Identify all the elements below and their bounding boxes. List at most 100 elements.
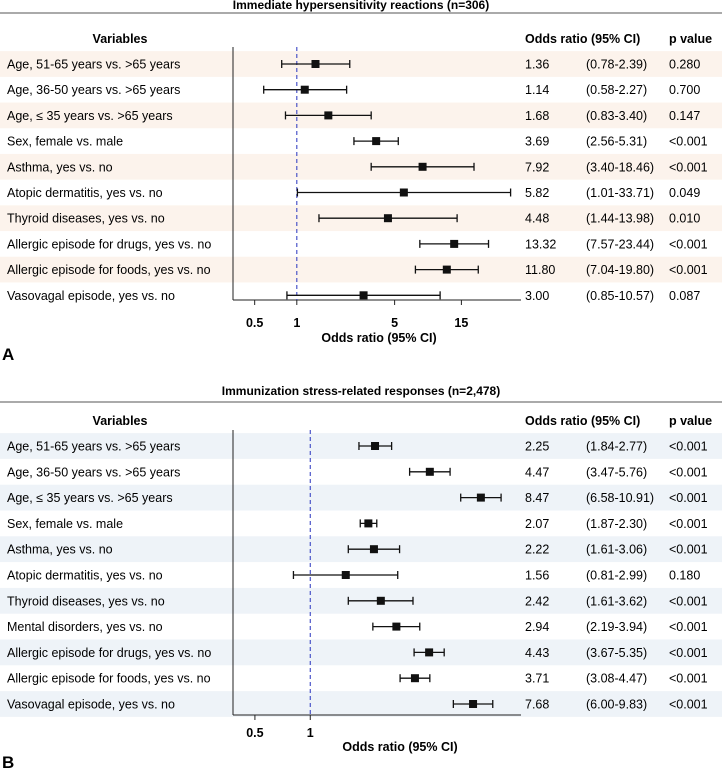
- panel-a-xlabel: Odds ratio (95% CI): [321, 331, 436, 345]
- panel-b-row-ci-value: (0.81-2.99): [586, 569, 647, 583]
- panel-b-row-stripe: [0, 639, 722, 666]
- panel-a-row-ci-value: (3.40-18.46): [586, 160, 654, 174]
- panel-b-x-tick-label: 0.5: [246, 726, 263, 740]
- panel-b-row-ci-value: (1.87-2.30): [586, 517, 647, 531]
- panel-a-header-p: p value: [669, 32, 712, 46]
- panel-b-row-label: Age, 51-65 years vs. >65 years: [7, 440, 180, 454]
- panel-b-title: Immunization stress-related responses (n…: [222, 384, 500, 398]
- panel-a-or-marker: [450, 239, 459, 248]
- panel-a-row-ci-value: (0.58-2.27): [586, 83, 647, 97]
- panel-b-row-ci-value: (1.61-3.06): [586, 543, 647, 557]
- panel-a-row-p-value: 0.010: [669, 212, 700, 226]
- panel-b-row-ci-value: (1.61-3.62): [586, 594, 647, 608]
- panel-b-row-or-value: 8.47: [525, 491, 549, 505]
- panel-b-row-ci-value: (6.58-10.91): [586, 491, 654, 505]
- panel-b-row-p-value: <0.001: [669, 620, 708, 634]
- panel-b-ticks: 0.5 1: [246, 715, 314, 740]
- panel-b: Immunization stress-related responses (n…: [0, 384, 722, 770]
- panel-a-label: A: [2, 345, 14, 364]
- panel-a-header-p: p value: [669, 32, 712, 46]
- panel-a-row-p-value: <0.001: [669, 237, 708, 251]
- panel-b-marks: [292, 442, 502, 708]
- panel-b-row-ci-value: (1.84-2.77): [586, 440, 647, 454]
- panel-a-row-p-value: <0.001: [669, 135, 708, 149]
- panel-a-row-texts: Age, 51-65 years vs. >65 years 1.36 (0.78-…: [7, 58, 708, 303]
- panel-a-row-label: Age, 51-65 years vs. >65 years: [7, 58, 180, 72]
- panel-b-row-or-value: 2.07: [525, 517, 549, 531]
- panel-a-or-marker: [383, 214, 392, 223]
- panel-a-or-marker: [300, 85, 309, 94]
- panel-a-row-ci-value: (7.57-23.44): [586, 237, 654, 251]
- panel-a-or-marker: [399, 188, 408, 197]
- panel-a-row-label: Thyroid diseases, yes vs. no: [7, 212, 165, 226]
- panel-b-row-or-value: 4.43: [525, 646, 549, 660]
- panel-b-row-or-value: 7.68: [525, 698, 549, 712]
- panel-b-row-ci-value: (6.00-9.83): [586, 698, 647, 712]
- panel-b-row-p-value: <0.001: [669, 543, 708, 557]
- panel-b-row-or-value: 3.71: [525, 672, 549, 686]
- panel-a-row-ci-value: (0.85-10.57): [586, 289, 654, 303]
- panel-a-row-or-value: 11.80: [525, 263, 555, 277]
- panel-a-x-tick-label: 15: [454, 316, 468, 330]
- panel-a-row-stripe: [0, 51, 722, 77]
- panel-a-row-ci-value: (7.04-19.80): [586, 263, 654, 277]
- panel-a-ticks: 0.5 1 5 15: [246, 300, 468, 330]
- panel-a-row-or-value: 1.14: [525, 83, 549, 97]
- panel-b-row-label: Allergic episode for drugs, yes vs. no: [7, 646, 211, 660]
- panel-a-title: Immediate hypersensitivity reactions (n=…: [233, 0, 489, 12]
- panel-a-row-label: Atopic dermatitis, yes vs. no: [7, 186, 163, 200]
- panel-a-or-marker: [359, 291, 368, 300]
- panel-b-row-p-value: <0.001: [669, 491, 708, 505]
- panel-a-row-p-value: 0.147: [669, 109, 700, 123]
- panel-b-label: B: [2, 753, 14, 770]
- panel-a-row-ci-value: (0.78-2.39): [586, 58, 647, 72]
- panel-b-x-tick-label: 1: [307, 726, 314, 740]
- panel-a-row-or-value: 3.69: [525, 135, 549, 149]
- panel-b-or-marker: [341, 571, 350, 579]
- panel-a-row-or-value: 1.68: [525, 109, 549, 123]
- panel-a-row-stripe: [0, 153, 722, 180]
- panel-a-header-or: Odds ratio (95% CI): [525, 32, 640, 46]
- panel-b-or-marker: [376, 596, 385, 605]
- panel-b-or-marker: [469, 700, 478, 708]
- panel-b-or-marker: [371, 442, 380, 450]
- panel-b-row-stripe: [0, 484, 722, 511]
- panel-a-or-marker: [372, 137, 381, 146]
- panel-b-row-label: Asthma, yes vs. no: [7, 543, 113, 557]
- panel-b-or-marker: [369, 545, 378, 554]
- panel-b-or-marker: [364, 519, 373, 528]
- panel-a-or-marker: [418, 162, 427, 171]
- panel-b-row-label: Allergic episode for foods, yes vs. no: [7, 672, 211, 686]
- panel-b-row-or-value: 2.94: [525, 620, 549, 634]
- panel-b-row-label: Atopic dermatitis, yes vs. no: [7, 569, 163, 583]
- panel-b-row-or-value: 2.25: [525, 440, 549, 454]
- panel-a-row-p-value: 0.087: [669, 289, 700, 303]
- panel-a-row-or-value: 4.48: [525, 212, 549, 226]
- panel-a-or-marker: [442, 265, 451, 274]
- panel-b-row-ci-value: (2.19-3.94): [586, 620, 647, 634]
- panel-a-row-label: Age, 36-50 years vs. >65 years: [7, 83, 180, 97]
- panel-b-row-label: Vasovagal episode, yes vs. no: [7, 698, 175, 712]
- panel-a-row-ci-value: (0.83-3.40): [586, 109, 647, 123]
- panel-a-row-or-value: 5.82: [525, 186, 549, 200]
- panel-a-row-or-value: 3.00: [525, 289, 549, 303]
- panel-a-row-p-value: <0.001: [669, 263, 708, 277]
- panel-a-row-label: Allergic episode for foods, yes vs. no: [7, 263, 211, 277]
- panel-a-row-p-value: 0.280: [669, 58, 700, 72]
- panel-b-row-p-value: <0.001: [669, 594, 708, 608]
- panel-b-or-marker: [392, 622, 401, 631]
- panel-b-row-p-value: <0.001: [669, 517, 708, 531]
- panel-a-row-p-value: 0.049: [669, 186, 700, 200]
- panel-b-row-label: Age, 36-50 years vs. >65 years: [7, 465, 180, 479]
- panel-a-x-tick-label: 1: [293, 316, 300, 330]
- panel-a-row-stripe: [0, 256, 722, 283]
- panel-b-row-or-value: 2.22: [525, 543, 549, 557]
- panel-b-header-p: p value: [669, 414, 712, 428]
- panel-a-or-marker: [324, 111, 333, 120]
- panel-b-row-p-value: <0.001: [669, 646, 708, 660]
- panel-a-row-p-value: 0.700: [669, 83, 700, 97]
- panel-b-header-or: Odds ratio (95% CI): [525, 414, 640, 428]
- panel-b-row-or-value: 4.47: [525, 465, 549, 479]
- panel-b-or-marker: [410, 674, 419, 683]
